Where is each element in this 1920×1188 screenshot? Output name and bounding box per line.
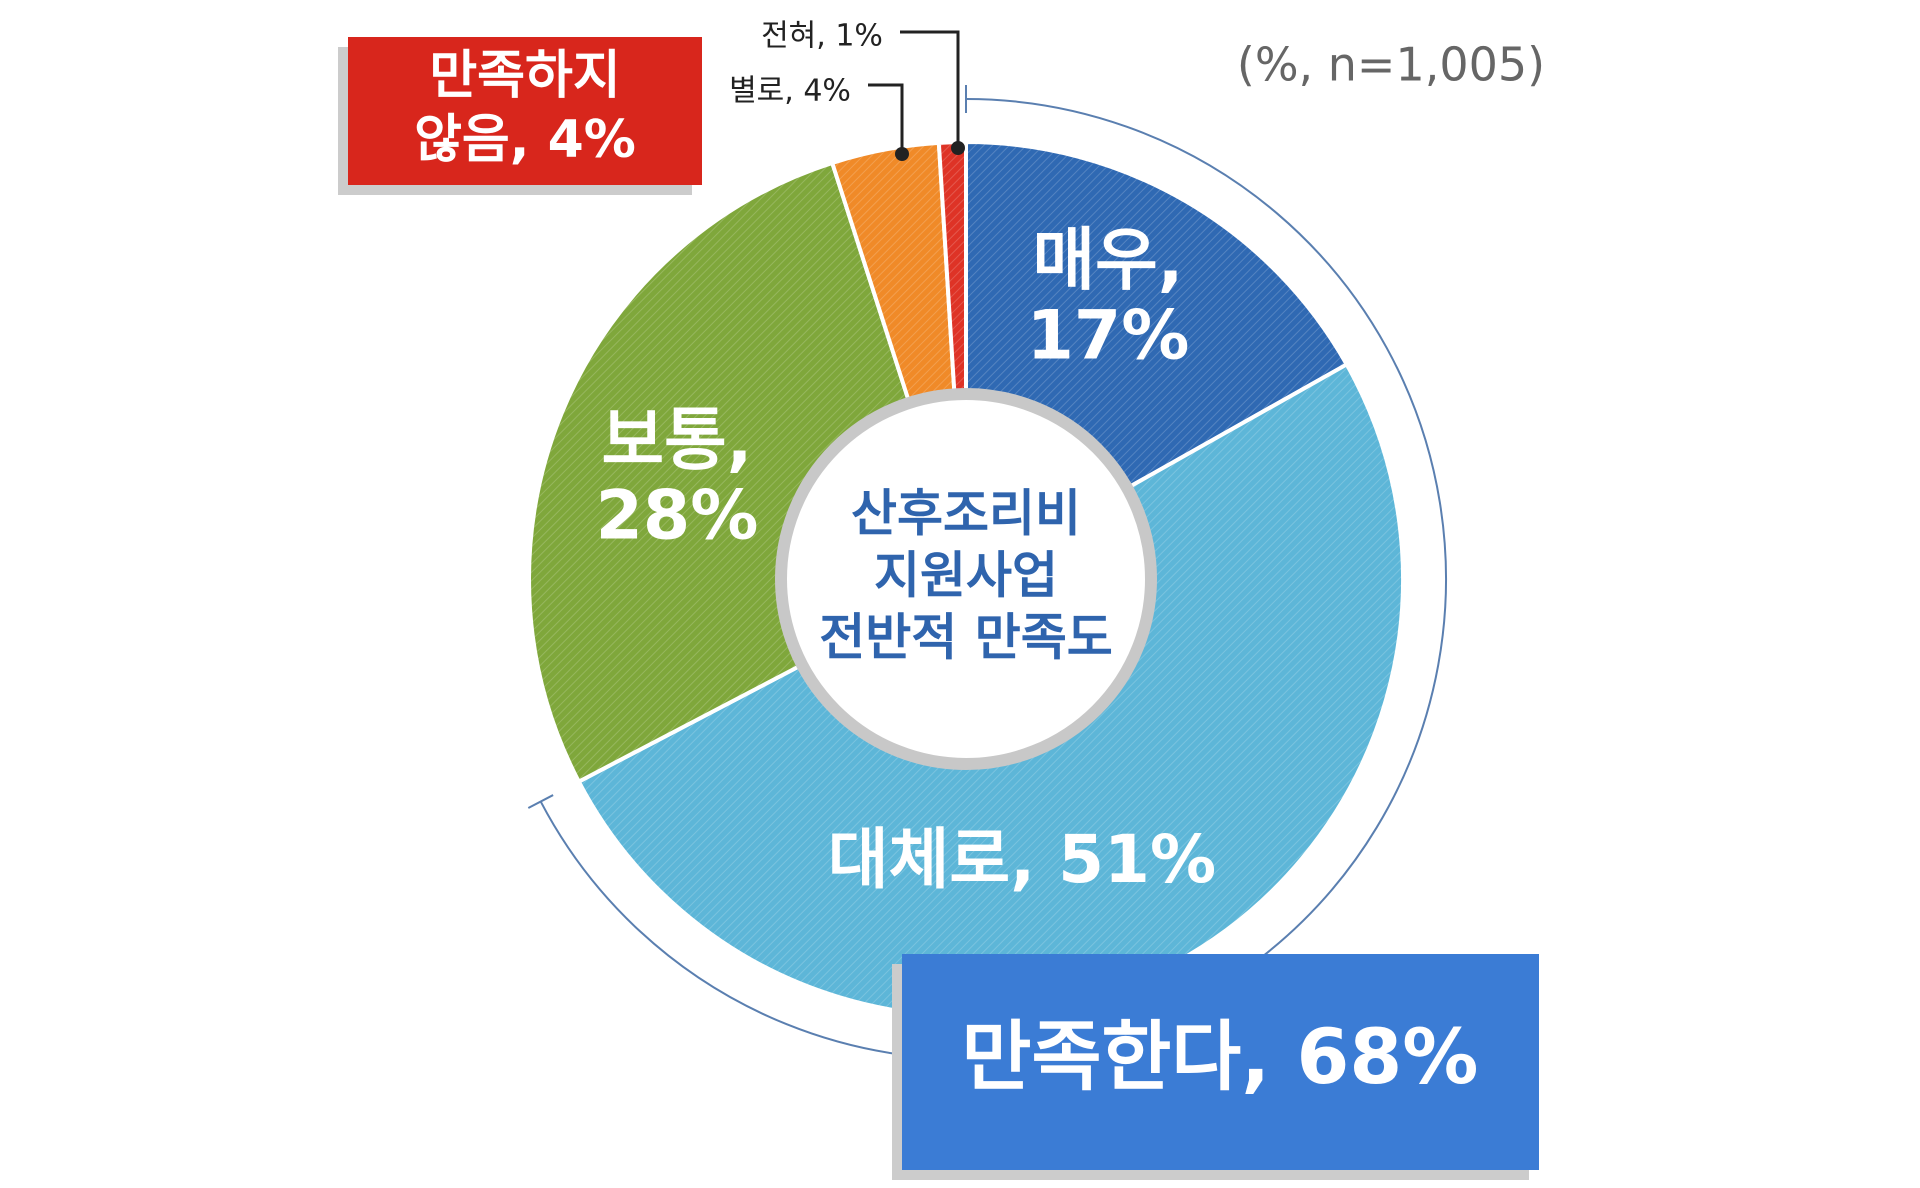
- center-label: 지원사업: [874, 547, 1058, 605]
- summary-box: [348, 37, 702, 185]
- leader-dot: [895, 147, 909, 161]
- leader-line: [868, 83, 904, 154]
- center-ring: [775, 388, 1157, 770]
- note: (%, n=1,005): [1237, 38, 1545, 92]
- summary-label: 만족한다, 68%: [962, 1012, 1479, 1101]
- value-label: 대체로, 51%: [828, 821, 1216, 898]
- leader-line: [900, 30, 960, 148]
- value-label: 보통, 28%: [596, 401, 759, 555]
- value-label: 전혀, 1%: [761, 19, 883, 54]
- leader-dot: [951, 141, 965, 155]
- bracket-arc: [539, 98, 1447, 1060]
- center-label: 전반적 만족도: [819, 609, 1112, 667]
- summary-box: [902, 954, 1539, 1170]
- bracket-tick: [527, 794, 554, 809]
- center-label: 산후조리비: [851, 485, 1081, 543]
- value-label: 별로, 4%: [729, 74, 851, 109]
- summary-label: 만족하지 않음, 4%: [414, 46, 636, 170]
- value-label: 매우, 17%: [1027, 221, 1190, 375]
